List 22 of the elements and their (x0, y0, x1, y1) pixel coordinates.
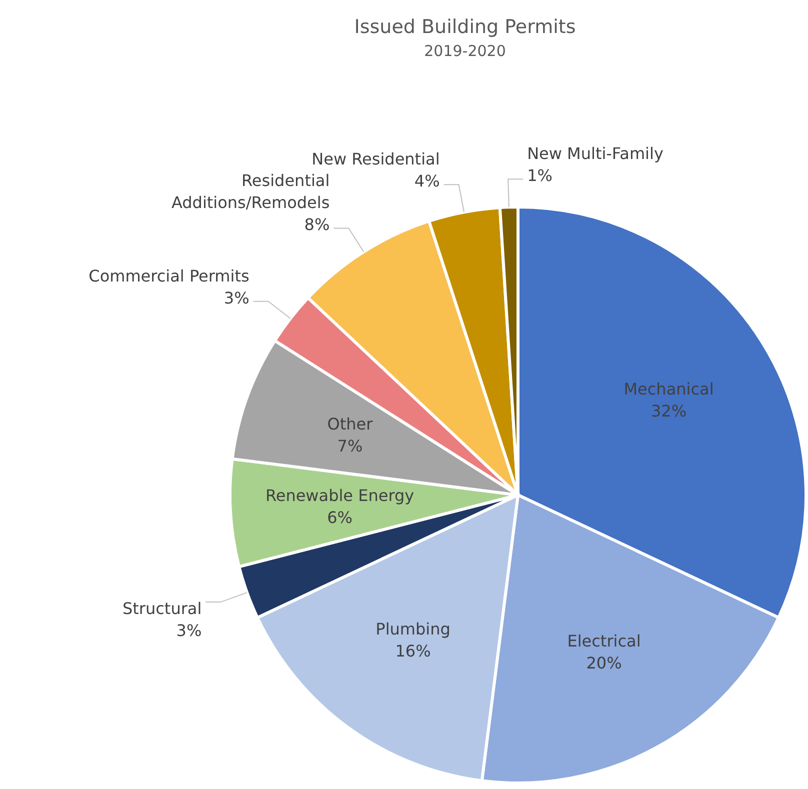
slice-label: Plumbing (376, 618, 450, 638)
chart-subtitle: 2019-2020 (423, 42, 507, 60)
slice-label: New Multi-Family (527, 144, 664, 163)
slice-label: Structural (122, 598, 202, 618)
data-label: 20% (586, 652, 622, 672)
data-label: 7% (337, 436, 363, 456)
data-label: 3% (176, 620, 202, 640)
data-label: 6% (327, 508, 352, 527)
slice-label: Other (327, 414, 374, 434)
slice-label: Residential Additions/Remodels (171, 170, 330, 212)
data-label: 32% (650, 400, 687, 420)
data-label: 3% (224, 288, 250, 307)
slice-label: Renewable Energy (265, 486, 414, 505)
slice-label: New Residential (312, 149, 440, 168)
slice-label: Mechanical (624, 378, 714, 398)
data-label: 4% (414, 171, 440, 190)
data-label: 8% (304, 214, 330, 234)
chart-title: Issued Building Permits (353, 16, 577, 38)
data-label: 1% (527, 166, 552, 185)
slice-label: Commercial Permits (88, 266, 250, 285)
slice-label: Electrical (567, 630, 641, 650)
data-label: 16% (395, 640, 431, 660)
